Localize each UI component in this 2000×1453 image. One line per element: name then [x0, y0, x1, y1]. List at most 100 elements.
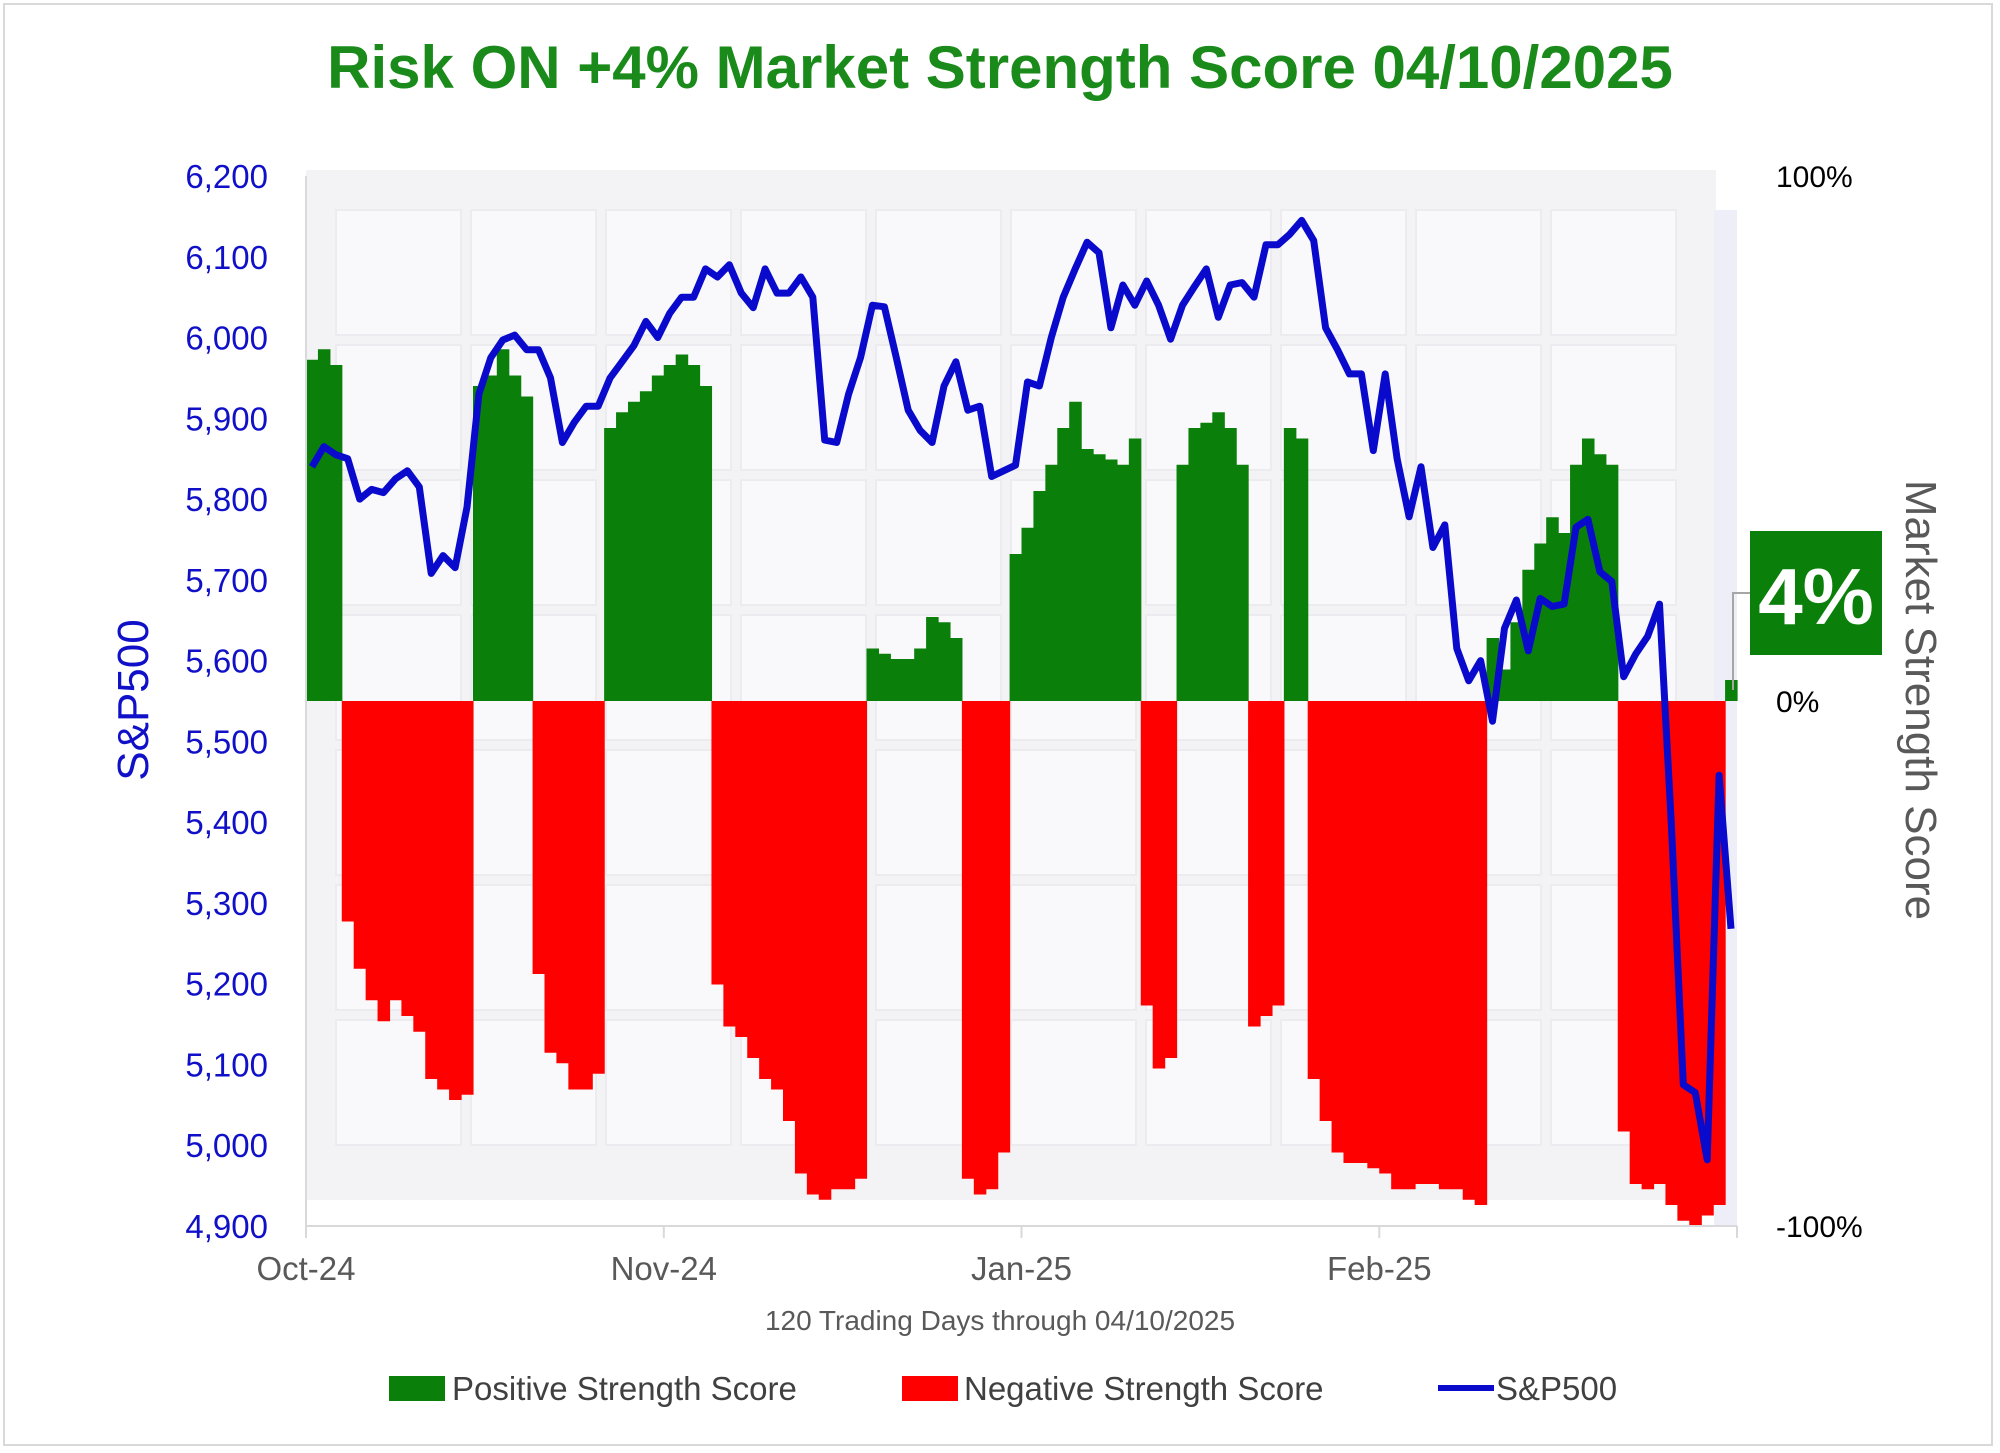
positive-strength-bar — [1081, 449, 1094, 701]
negative-strength-bar — [1248, 701, 1261, 1027]
watermark-tile — [1010, 1019, 1137, 1146]
negative-strength-bar — [735, 701, 748, 1037]
watermark-tile — [1280, 209, 1407, 336]
right-tick-label: 100% — [1776, 161, 1853, 194]
negative-strength-bar — [1391, 701, 1404, 1190]
negative-strength-bar — [413, 701, 426, 1032]
right-tick-label: -100% — [1776, 1211, 1863, 1244]
negative-strength-bar — [353, 701, 367, 969]
watermark-tile — [875, 209, 1002, 336]
negative-strength-bar — [532, 701, 546, 974]
left-tick-label: 6,000 — [185, 320, 268, 357]
positive-strength-bar — [1283, 428, 1297, 701]
negative-strength-bar — [759, 701, 772, 1079]
positive-strength-bar — [1009, 554, 1023, 701]
watermark-tile — [1415, 209, 1542, 336]
legend-label-positive: Positive Strength Score — [452, 1370, 797, 1407]
positive-strength-bar — [1021, 527, 1035, 701]
negative-strength-bar — [1450, 701, 1464, 1190]
left-tick-label: 5,900 — [185, 400, 268, 437]
negative-strength-bar — [592, 701, 605, 1074]
positive-strength-bar — [1593, 454, 1607, 701]
positive-strength-bar — [627, 401, 641, 701]
left-tick-label: 5,000 — [185, 1127, 268, 1164]
negative-strength-bar — [818, 701, 832, 1200]
x-tick-label: Jan-25 — [971, 1250, 1072, 1287]
positive-strength-bar — [1045, 464, 1058, 701]
positive-strength-bar — [616, 412, 629, 701]
strength-callout: 4% — [1732, 531, 1882, 690]
left-tick-label: 5,500 — [185, 723, 268, 760]
callout-box — [1750, 531, 1882, 655]
negative-strength-bar — [1438, 701, 1452, 1190]
negative-strength-bar — [1641, 701, 1655, 1190]
positive-strength-bar — [1581, 438, 1595, 701]
positive-strength-bar — [1116, 464, 1130, 701]
watermark-tile — [740, 479, 867, 606]
legend-swatch-positive — [389, 1376, 445, 1401]
legend: Positive Strength Score Negative Strengt… — [389, 1370, 1617, 1407]
watermark-tile — [605, 1019, 732, 1146]
negative-strength-bar — [1415, 701, 1428, 1184]
positive-strength-bar — [938, 622, 951, 701]
negative-strength-bar — [365, 701, 379, 1001]
positive-strength-bar — [484, 375, 498, 701]
positive-strength-bar — [1128, 438, 1142, 701]
negative-strength-bar — [449, 701, 462, 1100]
positive-strength-bar — [639, 391, 653, 701]
negative-strength-bar — [377, 701, 391, 1022]
positive-strength-bar — [949, 638, 963, 701]
positive-strength-bar — [520, 396, 534, 701]
left-tick-label: 5,400 — [185, 804, 268, 841]
left-tick-label: 5,100 — [185, 1047, 268, 1084]
positive-strength-bar — [1570, 464, 1583, 701]
positive-strength-bar — [890, 659, 903, 701]
negative-strength-bar — [1152, 701, 1166, 1069]
right-axis-ticks: 100% 0% -100% — [1776, 161, 1863, 1244]
positive-strength-bar — [508, 375, 522, 701]
negative-strength-bar — [997, 701, 1011, 1153]
right-axis-label: Market Strength Score — [1896, 480, 1945, 920]
positive-strength-bar — [866, 648, 880, 701]
positive-strength-bar — [878, 653, 891, 701]
negative-strength-bar — [723, 701, 736, 1027]
x-tick-label: Oct-24 — [256, 1250, 355, 1287]
positive-strength-bar — [306, 359, 319, 701]
positive-strength-bar — [1236, 464, 1249, 701]
negative-strength-bar — [437, 701, 450, 1090]
negative-strength-bar — [711, 701, 724, 985]
negative-strength-bar — [794, 701, 808, 1174]
positive-strength-bar — [699, 386, 713, 701]
watermark-tile — [1010, 884, 1137, 1011]
negative-strength-bar — [1343, 701, 1357, 1163]
watermark-tile — [1415, 344, 1542, 471]
negative-strength-bar — [1629, 701, 1643, 1184]
legend-label-negative: Negative Strength Score — [964, 1370, 1324, 1407]
watermark-tile — [740, 209, 867, 336]
positive-strength-bar — [651, 375, 665, 701]
positive-strength-bar — [675, 354, 689, 701]
negative-strength-bar — [1653, 701, 1667, 1184]
positive-strength-bar — [926, 617, 939, 701]
watermark-tile — [335, 209, 462, 336]
positive-strength-bar — [1176, 464, 1190, 701]
positive-strength-bar — [914, 648, 927, 701]
right-tick-label: 0% — [1776, 686, 1819, 719]
negative-strength-bar — [1164, 701, 1178, 1058]
watermark-tile — [1010, 749, 1137, 876]
negative-strength-bar — [568, 701, 581, 1090]
watermark-tile — [1550, 209, 1677, 336]
negative-strength-bar — [1689, 701, 1702, 1226]
callout-value: 4% — [1758, 552, 1874, 641]
callout-leader — [1732, 592, 1752, 690]
positive-strength-bar — [1295, 438, 1309, 701]
negative-strength-bar — [580, 701, 593, 1090]
negative-strength-bar — [854, 701, 868, 1179]
left-tick-label: 5,300 — [185, 885, 268, 922]
positive-strength-bar — [902, 659, 915, 701]
left-axis-ticks: 6,200 6,100 6,000 5,900 5,800 5,700 5,600 5,500… — [185, 158, 268, 1245]
negative-strength-bar — [1367, 701, 1380, 1169]
negative-strength-bar — [747, 701, 760, 1058]
negative-strength-bar — [556, 701, 569, 1064]
